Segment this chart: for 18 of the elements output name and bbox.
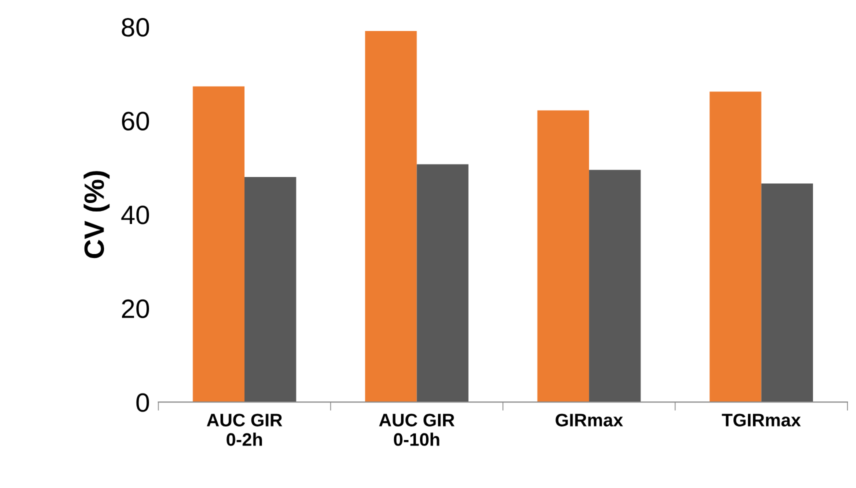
y-axis-title: CV (%) [84,171,110,258]
y-tick-label: 80 [122,18,149,37]
y-tick-label: 60 [122,112,149,130]
x-tick-label: AUC GIR 0-2h [206,414,282,446]
x-tick-label: TGIRmax [722,414,801,426]
bar [192,86,244,402]
y-tick-label: 40 [121,206,149,224]
bar [244,176,296,402]
bar [710,92,762,402]
bar [537,110,590,402]
bar [365,31,417,402]
x-tick-label: AUC GIR 0-10h [379,414,455,446]
y-tick-label: 0 [136,393,149,412]
bar [589,170,641,402]
bar [761,184,813,402]
x-tick-label: GIRmax [556,414,624,426]
bar [416,164,468,402]
y-tick-label: 20 [122,299,149,318]
